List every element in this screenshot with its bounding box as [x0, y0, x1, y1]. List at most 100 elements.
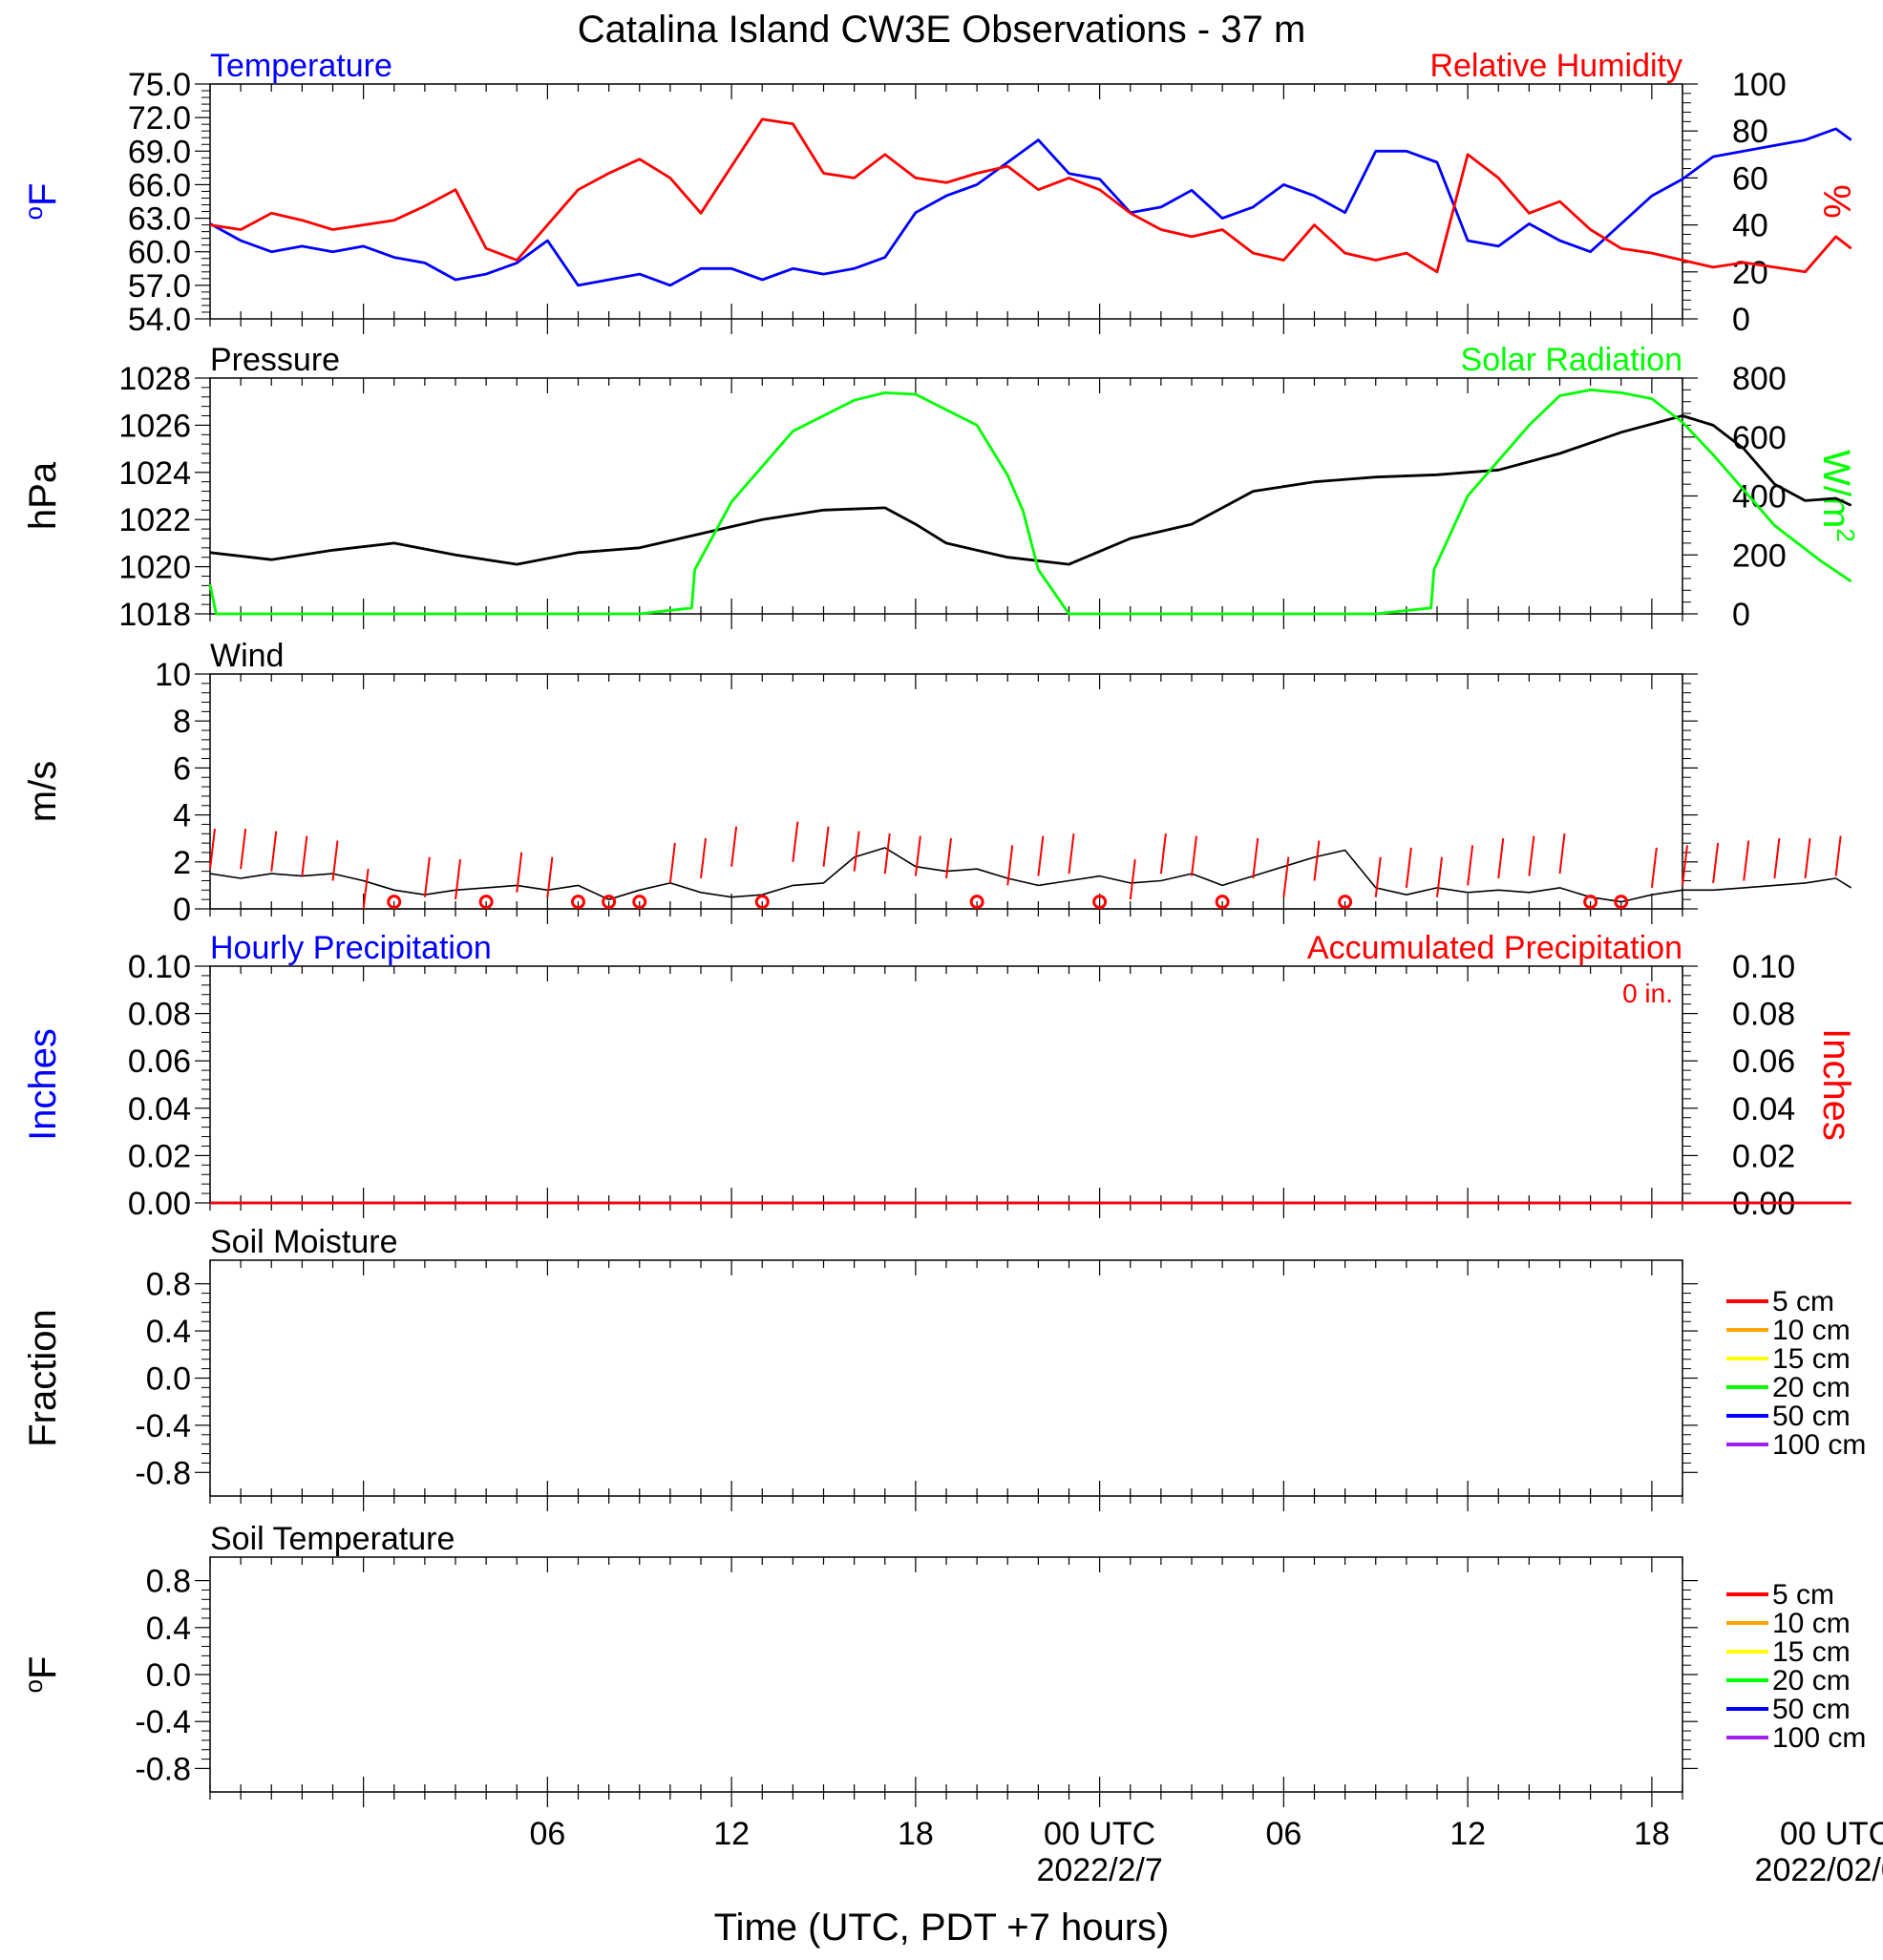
- wind-barb: [516, 852, 523, 893]
- pressure-y-tick-label: 1020: [118, 550, 191, 586]
- wind-barb: [1804, 837, 1811, 879]
- wind-y-tick-label: 6: [173, 750, 191, 787]
- soil_temperature-y-tick-label: -0.4: [135, 1704, 191, 1740]
- wind-barb: [331, 840, 339, 881]
- temperature-y-tick-label: 69.0: [128, 134, 191, 170]
- wind-calm-marker: [632, 895, 647, 910]
- wind-barb: [270, 831, 278, 872]
- precipitation-frame: [209, 965, 1683, 1204]
- temperature-right-title: Relative Humidity: [1429, 48, 1682, 84]
- wind-y-tick-label: 8: [173, 704, 191, 740]
- legend-label-100-cm: 100 cm: [1772, 1429, 1866, 1461]
- temperature-y-tick-label: 63.0: [128, 201, 191, 238]
- panel-soil_moisture: 0.8 0.4 0.0 -0.4 -0.8 Soil Moisture Fraction 5 …: [22, 1224, 1866, 1511]
- wind-barb: [301, 835, 308, 876]
- wind-barb: [668, 842, 676, 884]
- soil_temperature-y-tick-label: 0.8: [146, 1564, 191, 1600]
- wind-barb: [914, 835, 921, 876]
- series-pressure: [209, 414, 1852, 566]
- wind-y-tick-label: 10: [155, 657, 191, 693]
- precipitation-y-right-tick-label: 0.04: [1732, 1091, 1795, 1128]
- figure-title: Catalina Island CW3E Observations - 37 m: [578, 9, 1306, 51]
- wind-barb: [1682, 845, 1688, 886]
- wind-barb: [455, 859, 461, 900]
- soil_moisture-y-tick-label: -0.4: [135, 1408, 191, 1444]
- pressure-y-tick-label: 1026: [118, 408, 191, 444]
- wind-barb: [1129, 859, 1136, 900]
- precipitation-annotation: 0 in.: [1622, 979, 1673, 1008]
- wind-barb: [853, 831, 860, 872]
- wind-barb: [546, 856, 554, 897]
- precipitation-y-tick-label: 0.06: [128, 1043, 191, 1080]
- wind-barb: [1834, 835, 1842, 876]
- wind-barb: [1191, 835, 1197, 876]
- temperature-y-tick-label: 72.0: [128, 100, 191, 137]
- wind-barb: [1773, 837, 1781, 879]
- wind-calm-marker: [1614, 895, 1629, 910]
- precipitation-y-right-axis-label: Inches: [1815, 1028, 1857, 1141]
- x-tick-label: 06: [1265, 1816, 1301, 1852]
- temperature-y-right-tick-label: 40: [1732, 208, 1768, 244]
- panels-group: 75.072.069.066.063.060.057.054.010080604…: [19, 48, 1866, 1807]
- wind-calm-marker: [478, 895, 494, 910]
- soil_moisture-frame: [209, 1259, 1683, 1497]
- x-tick-label: 12: [1449, 1816, 1486, 1852]
- wind-barb: [1650, 847, 1658, 888]
- x-tick-label: 18: [898, 1816, 934, 1852]
- wind-barb: [822, 826, 830, 867]
- wind-barb: [1528, 835, 1535, 876]
- soil_moisture-y-tick-label: 0.4: [146, 1314, 191, 1350]
- soil_temperature-y-axis-label: oF: [19, 1656, 64, 1694]
- wind-calm-marker: [1583, 895, 1598, 910]
- soil_moisture-left-title: Soil Moisture: [210, 1224, 398, 1260]
- soil_temperature-y-tick-label: 0.4: [146, 1611, 191, 1647]
- x-tick-label: 06: [529, 1816, 565, 1852]
- wind-left-title: Wind: [210, 638, 284, 674]
- legend-label-5-cm: 5 cm: [1772, 1579, 1834, 1611]
- soil_temperature-left-title: Soil Temperature: [210, 1521, 455, 1557]
- precipitation-y-axis-label: Inches: [22, 1028, 64, 1141]
- x-tick-label: 12: [713, 1816, 750, 1852]
- series-relative-humidity: [209, 117, 1852, 274]
- time-axis-label: Time (UTC, PDT +7 hours): [714, 1907, 1170, 1949]
- soil_moisture-y-tick-label: -0.8: [135, 1455, 191, 1491]
- temperature-y-tick-label: 60.0: [128, 235, 191, 271]
- pressure-y-tick-label: 1022: [118, 502, 191, 538]
- series-temperature: [209, 127, 1852, 287]
- precipitation-y-tick-label: 0.00: [128, 1186, 191, 1222]
- wind-barb: [1558, 832, 1566, 875]
- wind-calm-marker: [1338, 895, 1353, 910]
- wind-barb: [945, 837, 952, 879]
- panel-precipitation: 0.10 0.08 0.06 0.04 0.02 0.00 0.10 0.08 0.06 0.04…: [22, 930, 1857, 1222]
- pressure-y-right-tick-label: 800: [1732, 361, 1787, 397]
- legend-label-20-cm: 20 cm: [1772, 1372, 1851, 1403]
- precipitation-y-tick-label: 0.02: [128, 1138, 191, 1174]
- series-solar-radiation: [208, 388, 1852, 616]
- temperature-y-tick-label: 54.0: [128, 302, 191, 338]
- panel-wind: 10 8 6 4 2 0 Wind m/s: [22, 638, 1852, 928]
- wind-y-axis-label: m/s: [22, 761, 64, 822]
- wind-barb: [1313, 840, 1321, 881]
- precipitation-y-right-tick-label: 0.10: [1732, 949, 1795, 985]
- pressure-y-tick-label: 1028: [118, 361, 191, 397]
- wind-barb: [209, 829, 216, 870]
- wind-calm-marker: [571, 895, 585, 910]
- precipitation-y-tick-label: 0.10: [128, 949, 191, 985]
- wind-barb: [1712, 842, 1720, 884]
- wind-barb: [1282, 856, 1290, 897]
- wind-barb: [700, 837, 707, 879]
- legend-label-100-cm: 100 cm: [1772, 1722, 1866, 1754]
- precipitation-y-tick-label: 0.08: [128, 997, 191, 1033]
- wind-barb: [1436, 856, 1443, 897]
- x-tick-label: 00 UTC: [1780, 1816, 1883, 1852]
- temperature-y-tick-label: 66.0: [128, 167, 191, 203]
- pressure-y-tick-label: 1018: [118, 597, 191, 633]
- wind-barb: [423, 856, 431, 897]
- legend-label-10-cm: 10 cm: [1772, 1315, 1851, 1346]
- wind-barb: [1037, 835, 1045, 876]
- wind-barb: [1743, 840, 1750, 881]
- legend-label-15-cm: 15 cm: [1772, 1343, 1851, 1375]
